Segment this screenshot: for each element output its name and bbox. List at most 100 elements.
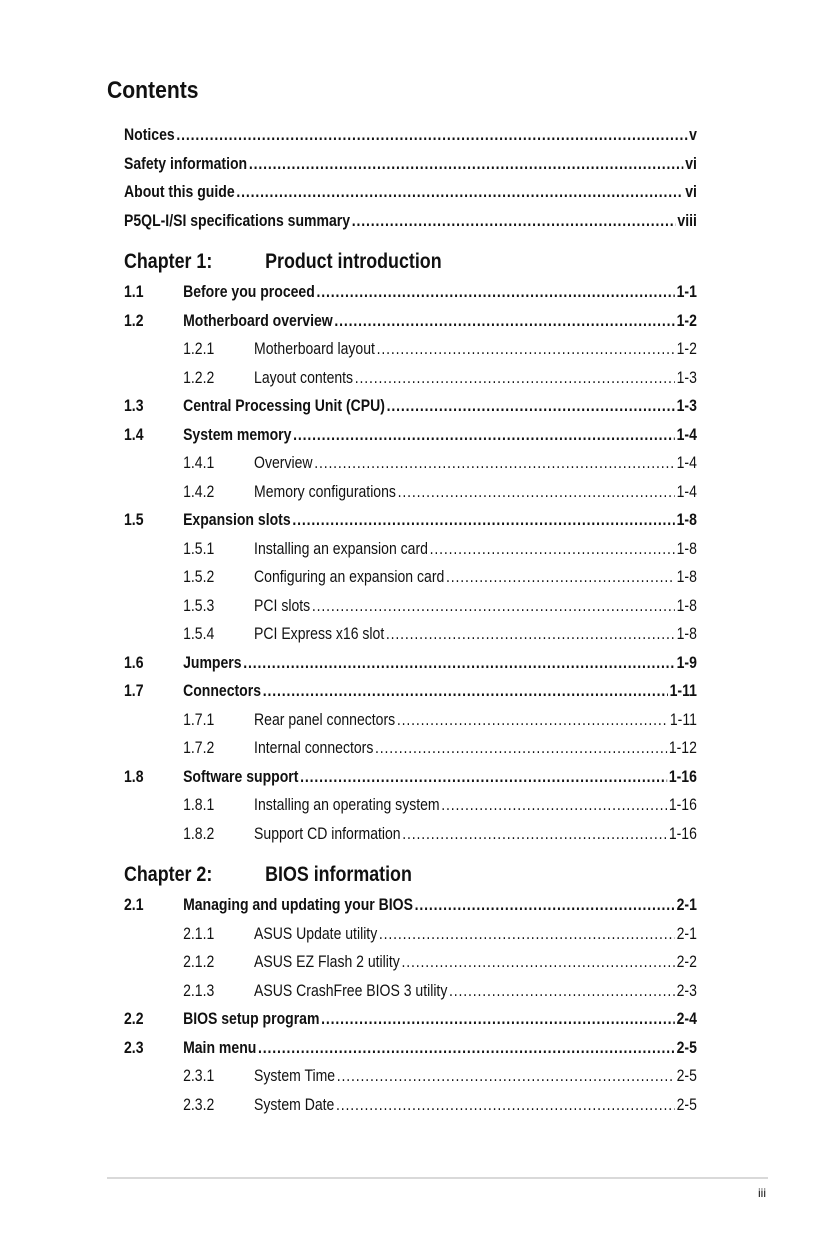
toc-entry[interactable]: Notices v — [124, 121, 697, 150]
chapter-heading[interactable]: Chapter 2: BIOS information — [124, 861, 697, 890]
section-number: 1.4 — [124, 425, 144, 444]
toc-subsection[interactable]: 2.1.1 ASUS Update utility 2-1 — [124, 920, 697, 949]
dot-leader — [415, 891, 675, 920]
chapter-heading[interactable]: Chapter 1: Product introduction — [124, 248, 697, 277]
dot-leader — [375, 734, 667, 763]
toc-subsection[interactable]: 1.5.3 PCI slots 1-8 — [124, 592, 697, 621]
toc-section[interactable]: 1.4 System memory 1-4 — [124, 421, 697, 450]
section-label: Memory configurations — [254, 482, 396, 501]
dot-leader — [249, 150, 684, 179]
section-number: 1.7.1 — [183, 710, 215, 729]
section-page: 2-5 — [676, 1038, 697, 1057]
toc-subsection[interactable]: 1.2.2 Layout contents 1-3 — [124, 364, 697, 393]
section-label: Internal connectors — [254, 739, 374, 757]
section-page: 2-5 — [676, 1095, 697, 1114]
section-label: ASUS CrashFree BIOS 3 utility — [254, 981, 448, 1000]
section-number: 2.1.1 — [183, 924, 215, 943]
section-number: 1.8.2 — [183, 824, 215, 843]
dot-leader — [312, 592, 675, 621]
section-number: 1.2.1 — [183, 340, 215, 358]
toc-subsection[interactable]: 2.1.2 ASUS EZ Flash 2 utility 2-2 — [124, 948, 697, 977]
section-number: 1.4.2 — [183, 482, 215, 501]
section-label: Before you proceed — [183, 283, 315, 301]
toc-subsection[interactable]: 1.7.2 Internal connectors 1-12 — [124, 734, 697, 763]
section-page: 1-8 — [676, 568, 697, 586]
section-number: 1.4.1 — [183, 454, 215, 472]
toc-subsection[interactable]: 1.4.1 Overview 1-4 — [124, 449, 697, 478]
section-label: Central Processing Unit (CPU) — [183, 397, 385, 415]
section-number: 1.2 — [124, 311, 144, 330]
section-number: 1.6 — [124, 653, 144, 672]
section-number: 1.2.2 — [183, 368, 215, 387]
section-label: Support CD information — [254, 824, 401, 843]
section-page: 1-8 — [676, 596, 697, 615]
section-page: 1-12 — [668, 739, 697, 757]
section-page: 1-4 — [676, 454, 697, 472]
toc-entry-label: Notices — [124, 126, 175, 144]
section-page: 1-3 — [676, 397, 697, 415]
toc-subsection[interactable]: 2.1.3 ASUS CrashFree BIOS 3 utility 2-3 — [124, 977, 697, 1006]
chapter-title: BIOS information — [265, 863, 412, 886]
section-label: Managing and updating your BIOS — [183, 896, 413, 914]
section-label: Jumpers — [183, 653, 242, 672]
section-page: 1-11 — [669, 682, 697, 700]
section-page: 1-4 — [676, 482, 697, 501]
toc-subsection[interactable]: 1.5.1 Installing an expansion card 1-8 — [124, 535, 697, 564]
section-label: Installing an expansion card — [254, 539, 428, 558]
section-label: PCI Express x16 slot — [254, 625, 385, 643]
section-page: 2-5 — [676, 1067, 697, 1085]
section-page: 2-1 — [676, 924, 697, 943]
section-page: 1-1 — [676, 283, 697, 301]
section-label: ASUS EZ Flash 2 utility — [254, 953, 400, 971]
section-page: 1-2 — [676, 340, 697, 358]
toc-section[interactable]: 2.3 Main menu 2-5 — [124, 1034, 697, 1063]
dot-leader — [337, 1062, 675, 1091]
dot-leader — [386, 620, 675, 649]
toc-subsection[interactable]: 1.4.2 Memory configurations 1-4 — [124, 478, 697, 507]
toc-section[interactable]: 1.7 Connectors 1-11 — [124, 677, 697, 706]
section-page: 1-11 — [669, 710, 697, 729]
toc-subsection[interactable]: 1.8.1 Installing an operating system 1-16 — [124, 791, 697, 820]
toc-section[interactable]: 1.8 Software support 1-16 — [124, 763, 697, 792]
section-label: System Time — [254, 1067, 336, 1085]
dot-leader — [258, 1034, 675, 1063]
toc-section[interactable]: 1.3 Central Processing Unit (CPU) 1-3 — [124, 392, 697, 421]
toc-subsection[interactable]: 2.3.1 System Time 2-5 — [124, 1062, 697, 1091]
toc-section[interactable]: 1.2 Motherboard overview 1-2 — [124, 307, 697, 336]
toc-subsection[interactable]: 1.8.2 Support CD information 1-16 — [124, 820, 697, 849]
toc-section[interactable]: 1.6 Jumpers 1-9 — [124, 649, 697, 678]
toc-entry[interactable]: About this guide vi — [124, 178, 697, 207]
section-label: PCI slots — [254, 596, 311, 615]
toc-section[interactable]: 1.1 Before you proceed 1-1 — [124, 278, 697, 307]
section-label: System Date — [254, 1095, 335, 1114]
page-title: Contents — [107, 77, 199, 104]
toc-subsection[interactable]: 2.3.2 System Date 2-5 — [124, 1091, 697, 1120]
toc-section[interactable]: 2.1 Managing and updating your BIOS 2-1 — [124, 891, 697, 920]
section-page: 1-8 — [676, 625, 697, 643]
dot-leader — [449, 977, 675, 1006]
section-label: Motherboard layout — [254, 340, 375, 358]
toc-subsection[interactable]: 1.5.2 Configuring an expansion card 1-8 — [124, 563, 697, 592]
toc-entry-label: Safety information — [124, 154, 248, 173]
toc-section[interactable]: 1.5 Expansion slots 1-8 — [124, 506, 697, 535]
toc-subsection[interactable]: 1.5.4 PCI Express x16 slot 1-8 — [124, 620, 697, 649]
toc-subsection[interactable]: 1.7.1 Rear panel connectors 1-11 — [124, 706, 697, 735]
section-number: 2.1.2 — [183, 953, 215, 971]
section-number: 1.7.2 — [183, 739, 215, 757]
toc-subsection[interactable]: 1.2.1 Motherboard layout 1-2 — [124, 335, 697, 364]
section-page: 1-8 — [676, 539, 697, 558]
table-of-contents: NoticesvSafety informationviAbout this g… — [124, 121, 697, 1119]
section-number: 1.1 — [124, 283, 144, 301]
section-label: Expansion slots — [183, 511, 291, 529]
section-page: 2-3 — [676, 981, 697, 1000]
toc-entry[interactable]: P5QL-I/SI specifications summary viii — [124, 207, 697, 236]
dot-leader — [402, 820, 667, 849]
toc-section[interactable]: 2.2 BIOS setup program 2-4 — [124, 1005, 697, 1034]
dot-leader — [293, 421, 675, 450]
dot-leader — [316, 278, 674, 307]
section-number: 2.3 — [124, 1038, 144, 1057]
dot-leader — [446, 563, 675, 592]
toc-entry[interactable]: Safety information vi — [124, 150, 697, 179]
toc-entry-label: P5QL-I/SI specifications summary — [124, 211, 351, 230]
dot-leader — [334, 307, 675, 336]
